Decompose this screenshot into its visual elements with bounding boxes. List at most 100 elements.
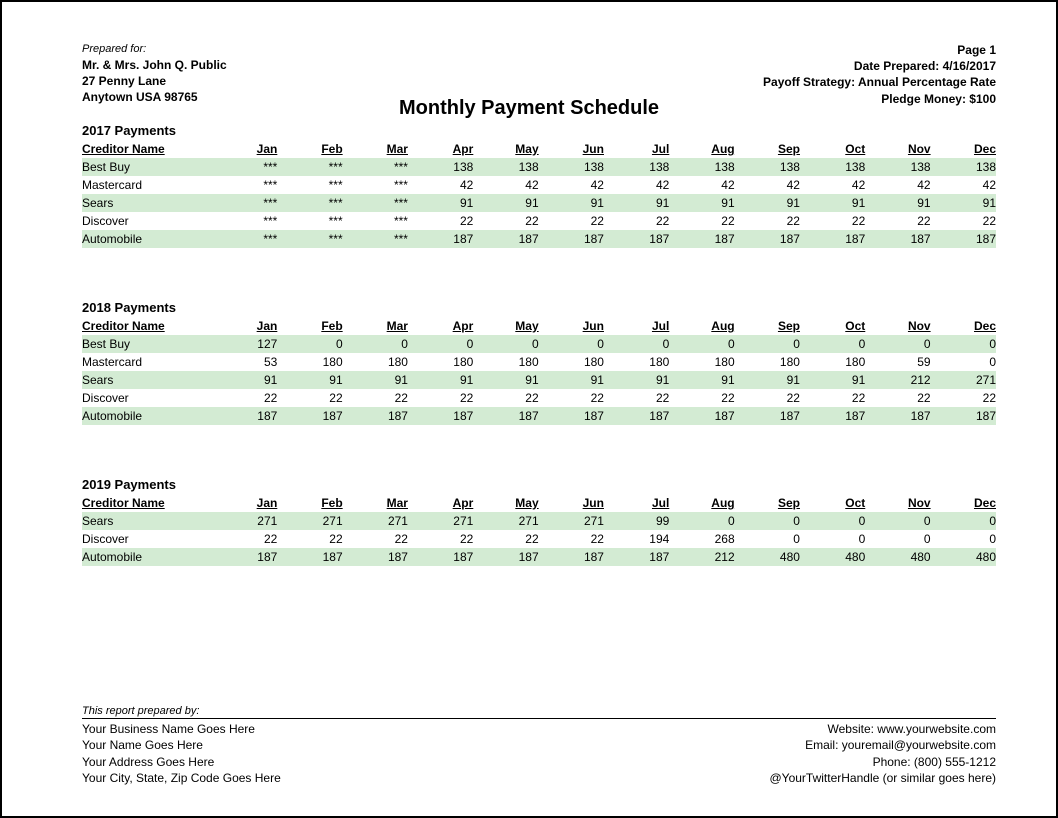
report-page: Prepared for: Mr. & Mrs. John Q. Public … [0,0,1058,818]
payment-value-cell: 42 [539,176,604,194]
payment-value-cell: 91 [800,371,865,389]
payment-value-cell: *** [277,194,342,212]
client-name: Mr. & Mrs. John Q. Public [82,57,227,73]
payment-value-cell: 91 [865,194,930,212]
creditor-name-cell: Mastercard [82,353,212,371]
payment-value-cell: 187 [931,230,996,248]
payment-value-cell: 22 [865,389,930,407]
col-header-month: Oct [800,317,865,335]
payment-value-cell: 180 [473,353,538,371]
payment-value-cell: 22 [865,212,930,230]
footer-left-line: Your Address Goes Here [82,754,281,770]
payment-value-cell: 0 [931,335,996,353]
col-header-month: Feb [277,494,342,512]
payment-value-cell: 22 [212,530,277,548]
payment-value-cell: 22 [343,530,408,548]
payment-value-cell: 180 [343,353,408,371]
col-header-month: May [473,140,538,158]
payment-value-cell: 0 [800,335,865,353]
footer-right-line: @YourTwitterHandle (or similar goes here… [770,770,997,786]
payment-value-cell: 22 [277,530,342,548]
payment-value-cell: 0 [735,530,800,548]
payment-value-cell: 271 [473,512,538,530]
payment-value-cell: 22 [473,212,538,230]
col-header-month: Apr [408,317,473,335]
payment-value-cell: 180 [539,353,604,371]
payment-value-cell: 187 [539,230,604,248]
col-header-month: Sep [735,494,800,512]
payment-value-cell: 187 [277,407,342,425]
payment-value-cell: 22 [277,389,342,407]
payment-value-cell: 187 [800,230,865,248]
payment-value-cell: *** [277,212,342,230]
payment-value-cell: 0 [473,335,538,353]
col-header-month: Sep [735,140,800,158]
payment-value-cell: 187 [473,230,538,248]
payment-value-cell: 480 [735,548,800,566]
footer-right-line: Website: www.yourwebsite.com [770,721,997,737]
creditor-name-cell: Automobile [82,230,212,248]
footer-left-line: Your City, State, Zip Code Goes Here [82,770,281,786]
payment-value-cell: 187 [865,230,930,248]
payment-value-cell: 53 [212,353,277,371]
footer-right-col: Website: www.yourwebsite.comEmail: youre… [770,721,997,786]
payment-value-cell: 180 [277,353,342,371]
payment-value-cell: 0 [865,335,930,353]
creditor-name-cell: Sears [82,194,212,212]
payment-value-cell: 271 [277,512,342,530]
payment-value-cell: *** [277,176,342,194]
payment-value-cell: 91 [931,194,996,212]
table-row: Best Buy*********13813813813813813813813… [82,158,996,176]
payment-value-cell: 271 [408,512,473,530]
payment-value-cell: 22 [735,212,800,230]
payment-value-cell: *** [212,212,277,230]
col-header-month: May [473,494,538,512]
payment-value-cell: 22 [604,212,669,230]
payment-value-cell: 0 [408,335,473,353]
footer-left-col: Your Business Name Goes HereYour Name Go… [82,721,281,786]
payment-value-cell: 480 [865,548,930,566]
payment-value-cell: 187 [212,407,277,425]
creditor-name-cell: Best Buy [82,335,212,353]
payment-value-cell: 0 [865,530,930,548]
payment-value-cell: 0 [669,512,734,530]
table-row: Sears91919191919191919191212271 [82,371,996,389]
payment-value-cell: 91 [539,371,604,389]
creditor-name-cell: Automobile [82,407,212,425]
payment-value-cell: 138 [604,158,669,176]
payment-value-cell: 22 [800,389,865,407]
payment-value-cell: 187 [931,407,996,425]
col-header-month: Jan [212,317,277,335]
col-header-month: Jun [539,317,604,335]
payment-value-cell: *** [212,230,277,248]
payment-value-cell: 0 [735,335,800,353]
section-title: 2018 Payments [82,300,996,315]
col-header-month: Mar [343,317,408,335]
payment-value-cell: 22 [800,212,865,230]
col-header-month: Oct [800,140,865,158]
payment-value-cell: 138 [800,158,865,176]
payment-value-cell: 91 [539,194,604,212]
client-address-1: 27 Penny Lane [82,73,227,89]
payment-value-cell: 42 [735,176,800,194]
creditor-name-cell: Best Buy [82,158,212,176]
col-header-month: Sep [735,317,800,335]
col-header-month: Nov [865,317,930,335]
payment-value-cell: 42 [604,176,669,194]
payment-section: 2018 PaymentsCreditor NameJanFebMarAprMa… [82,300,996,425]
payment-value-cell: 180 [408,353,473,371]
payment-value-cell: 22 [539,212,604,230]
table-row: Sears2712712712712712719900000 [82,512,996,530]
payment-value-cell: 187 [735,407,800,425]
table-row: Sears*********919191919191919191 [82,194,996,212]
payment-value-cell: 187 [408,407,473,425]
payment-section: 2019 PaymentsCreditor NameJanFebMarAprMa… [82,477,996,566]
schedule-table: Creditor NameJanFebMarAprMayJunJulAugSep… [82,140,996,248]
col-header-month: Jul [604,317,669,335]
section-title: 2017 Payments [82,123,996,138]
footer-title: This report prepared by: [82,705,996,719]
payment-value-cell: 138 [408,158,473,176]
payment-value-cell: 0 [277,335,342,353]
table-row: Automobile187187187187187187187187187187… [82,407,996,425]
table-row: Discover2222222222221942680000 [82,530,996,548]
